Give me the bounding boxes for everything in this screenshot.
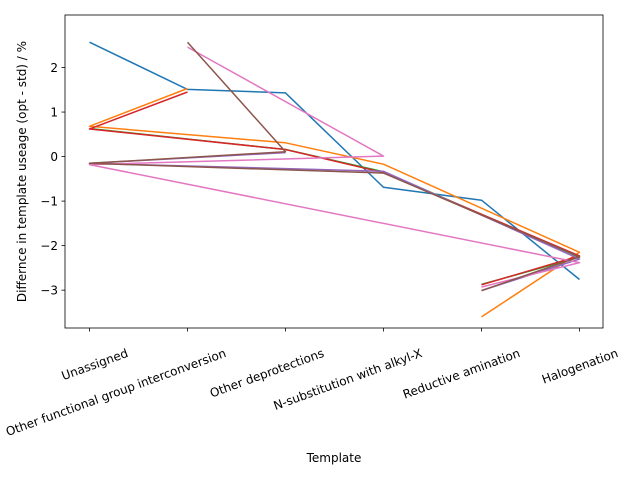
y-tick-label: −2 [40, 239, 58, 253]
series-line-4 [88, 91, 581, 286]
series-line-7 [88, 41, 581, 292]
series-line-6 [88, 46, 581, 288]
y-tick-label: −3 [40, 284, 58, 298]
y-tick-label: 2 [50, 61, 58, 75]
y-tick-label: −1 [40, 195, 58, 209]
x-tick-label: Unassigned [60, 346, 130, 383]
y-axis-label: Differnce in template useage (opt - std)… [15, 41, 29, 302]
series-line-1 [89, 41, 580, 281]
y-axis-ticks: −3 −2 −1 0 1 2 [40, 61, 65, 298]
y-tick-label: 0 [50, 150, 58, 164]
series-line-3 [89, 127, 581, 286]
x-tick-label: Halogenation [540, 346, 620, 387]
series-layer [88, 41, 581, 318]
plot-area-frame [64, 14, 604, 329]
y-tick-label: 1 [50, 106, 58, 120]
x-axis-label: Template [306, 451, 362, 465]
series-line-5 [88, 151, 581, 292]
